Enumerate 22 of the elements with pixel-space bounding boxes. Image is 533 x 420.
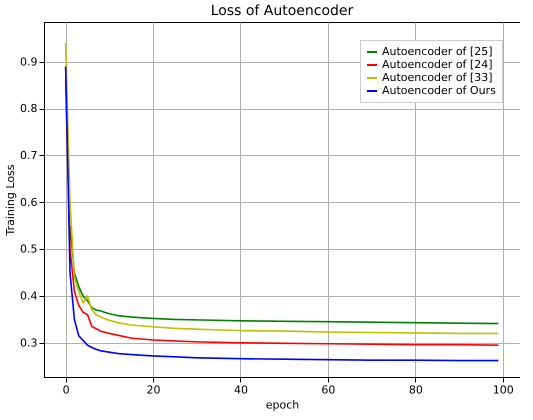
legend-label: Autoencoder of [33] [382, 71, 493, 84]
line-series [69, 224, 500, 324]
y-tick-label: 0.7 [20, 148, 38, 162]
x-axis-title: epoch [266, 398, 300, 412]
y-tick-label: 0.4 [20, 289, 38, 302]
y-tick-label: 0.5 [20, 242, 38, 256]
y-tick-label: 0.6 [20, 196, 38, 209]
line-series [64, 42, 500, 334]
x-tick-label: 80 [408, 384, 423, 396]
legend-label: Autoencoder of [25] [382, 45, 493, 58]
x-tick-label: 20 [146, 384, 161, 396]
legend-label: Autoencoder of [24] [382, 58, 493, 71]
x-tick-label: 0 [62, 384, 70, 396]
x-tick-label: 40 [234, 384, 248, 396]
chart-title: Loss of Autoencoder [210, 3, 354, 19]
x-tick-label: 60 [321, 384, 336, 396]
y-axis-title: Training Loss [4, 164, 18, 237]
x-tick-label: 100 [492, 384, 514, 396]
y-tick-label: 0.8 [20, 102, 38, 116]
legend-label: Autoencoder of Ours [382, 84, 496, 97]
y-tick-label: 0.9 [20, 55, 38, 68]
y-tick-label: 0.3 [20, 336, 38, 350]
